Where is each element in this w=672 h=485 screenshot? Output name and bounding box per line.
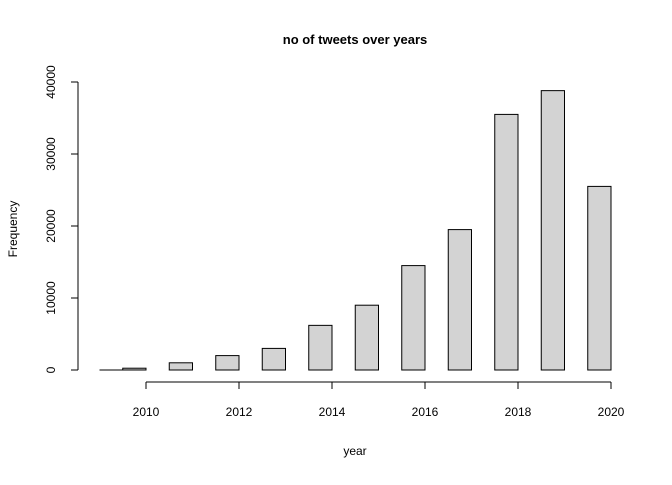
bar-2 [168, 362, 193, 371]
x-tick-label-2010: 2010 [133, 405, 160, 419]
bars-group [99, 90, 612, 371]
x-tick-label-2020: 2020 [598, 405, 625, 419]
y-axis-label: Frequency [6, 201, 20, 258]
bar-6 [354, 304, 379, 371]
x-tick-label-2016: 2016 [412, 405, 439, 419]
y-tick-label-20000: 20000 [44, 209, 58, 243]
bar-7 [401, 265, 426, 371]
x-axis-label: year [343, 444, 366, 458]
bar-11 [587, 185, 612, 371]
y-tick-label-10000: 10000 [44, 281, 58, 315]
x-axis: 2010 2012 2014 2016 2018 2020 [133, 381, 625, 419]
y-tick-label-0: 0 [44, 366, 58, 373]
y-axis: 0 10000 20000 30000 40000 [44, 65, 79, 373]
x-tick-label-2014: 2014 [319, 405, 346, 419]
x-tick-label-2012: 2012 [226, 405, 253, 419]
y-tick-label-40000: 40000 [44, 65, 58, 99]
bar-3 [215, 355, 240, 371]
y-tick-label-30000: 30000 [44, 137, 58, 171]
chart-title: no of tweets over years [283, 32, 428, 47]
bar-9 [494, 113, 519, 371]
bar-5 [308, 324, 333, 371]
bar-1 [122, 367, 147, 371]
bar-8 [447, 229, 472, 371]
bar-4 [261, 347, 286, 371]
bar-10 [540, 90, 565, 371]
x-tick-label-2018: 2018 [505, 405, 532, 419]
